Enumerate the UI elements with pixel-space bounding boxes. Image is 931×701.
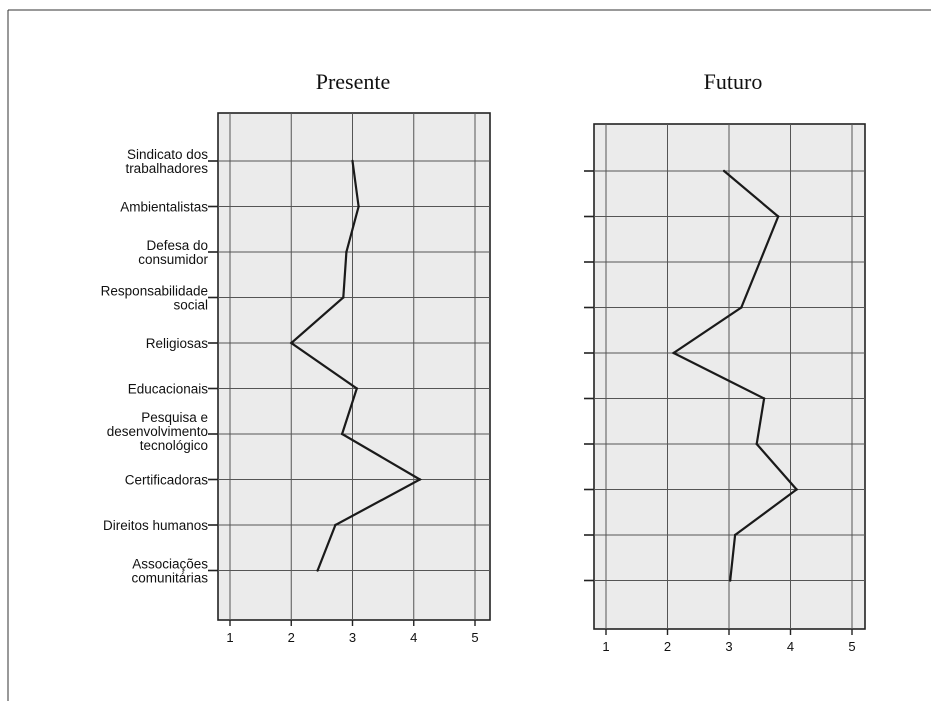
data-point-futuro-religiosas <box>672 351 675 355</box>
series-presente <box>289 159 423 572</box>
data-point-futuro-ambientalistas <box>777 215 780 218</box>
x-tick-label-2: 2 <box>664 639 671 654</box>
x-tick-label-2: 2 <box>288 630 295 645</box>
category-label-educacionais: Educacionais <box>128 382 209 397</box>
panel-futuro: Futuro 1 2 3 4 5 <box>584 69 866 654</box>
series-futuro <box>671 169 799 582</box>
data-point-presente-pesquisa-e-desenvolvimento-tecnologico <box>340 432 344 436</box>
panel-title-presente: Presente <box>316 69 391 94</box>
grid-horizontal-presente <box>218 160 490 571</box>
x-tick-label-3: 3 <box>725 639 732 654</box>
data-point-futuro-direitos-humanos <box>733 533 737 537</box>
x-tick-label-5: 5 <box>848 639 855 654</box>
panel-presente: Presente Sindicato dos trabalhadores Ambie… <box>101 69 491 645</box>
data-point-presente-responsabilidade-social <box>342 296 345 299</box>
panel-title-futuro: Futuro <box>704 69 763 94</box>
x-tick-label-4: 4 <box>787 639 794 654</box>
x-tick-label-5: 5 <box>471 630 478 645</box>
data-point-presente-direitos-humanos <box>334 523 337 527</box>
data-point-futuro-associacoes-comunitarias <box>729 579 732 582</box>
x-ticks-futuro: 1 2 3 4 5 <box>602 629 856 654</box>
series-line-futuro <box>671 170 799 581</box>
x-tick-label-1: 1 <box>226 630 233 645</box>
data-point-futuro-responsabilidade-social <box>740 306 743 309</box>
data-point-futuro-educacionais <box>762 397 766 400</box>
series-line-presente <box>289 160 423 571</box>
data-point-presente-sindicato-dos-trabalhadores <box>351 159 354 163</box>
data-point-presente-certificadoras <box>418 478 422 481</box>
category-label-ambientalistas: Ambientalistas <box>120 200 208 215</box>
category-label-responsabilidade-social: Responsabilidade social <box>101 284 208 313</box>
data-point-presente-religiosas <box>290 341 293 345</box>
data-point-presente-ambientalistas <box>357 205 360 208</box>
data-point-futuro-defesa-do-consumidor <box>758 260 761 264</box>
data-point-presente-defesa-do-consumidor <box>345 250 348 254</box>
data-point-futuro-certificadoras <box>795 488 798 491</box>
x-ticks-presente: 1 2 3 4 5 <box>226 620 479 645</box>
data-point-presente-associacoes-comunitarias <box>316 569 319 572</box>
category-ticks-presente <box>208 160 218 572</box>
data-point-presente-educacionais <box>355 387 358 390</box>
category-labels-presente: Sindicato dos trabalhadores Ambientalistas… <box>101 147 209 586</box>
x-tick-label-3: 3 <box>349 630 356 645</box>
plot-area-presente <box>217 112 491 621</box>
category-ticks-futuro <box>584 170 594 582</box>
x-tick-label-1: 1 <box>602 639 609 654</box>
category-label-direitos-humanos: Direitos humanos <box>103 518 208 533</box>
grid-horizontal-futuro <box>594 170 865 581</box>
category-label-pesquisa-e-desenvolvimento-tecnologico: Pesquisa e desenvolvimento tecnológico <box>107 410 208 453</box>
grid-vertical-presente <box>229 113 476 620</box>
category-label-sindicato-dos-trabalhadores: Sindicato dos trabalhadores <box>125 147 208 176</box>
category-label-religiosas: Religiosas <box>146 336 209 351</box>
category-label-defesa-do-consumidor: Defesa do consumidor <box>138 238 208 267</box>
category-label-associacoes-comunitarias: Associações comunitárias <box>131 557 208 586</box>
data-point-futuro-pesquisa-e-desenvolvimento-tecnologico <box>755 442 758 446</box>
data-point-futuro-sindicato-dos-trabalhadores <box>722 169 726 173</box>
x-tick-label-4: 4 <box>410 630 417 645</box>
category-label-certificadoras: Certificadoras <box>125 473 209 488</box>
grid-vertical-futuro <box>605 124 853 629</box>
